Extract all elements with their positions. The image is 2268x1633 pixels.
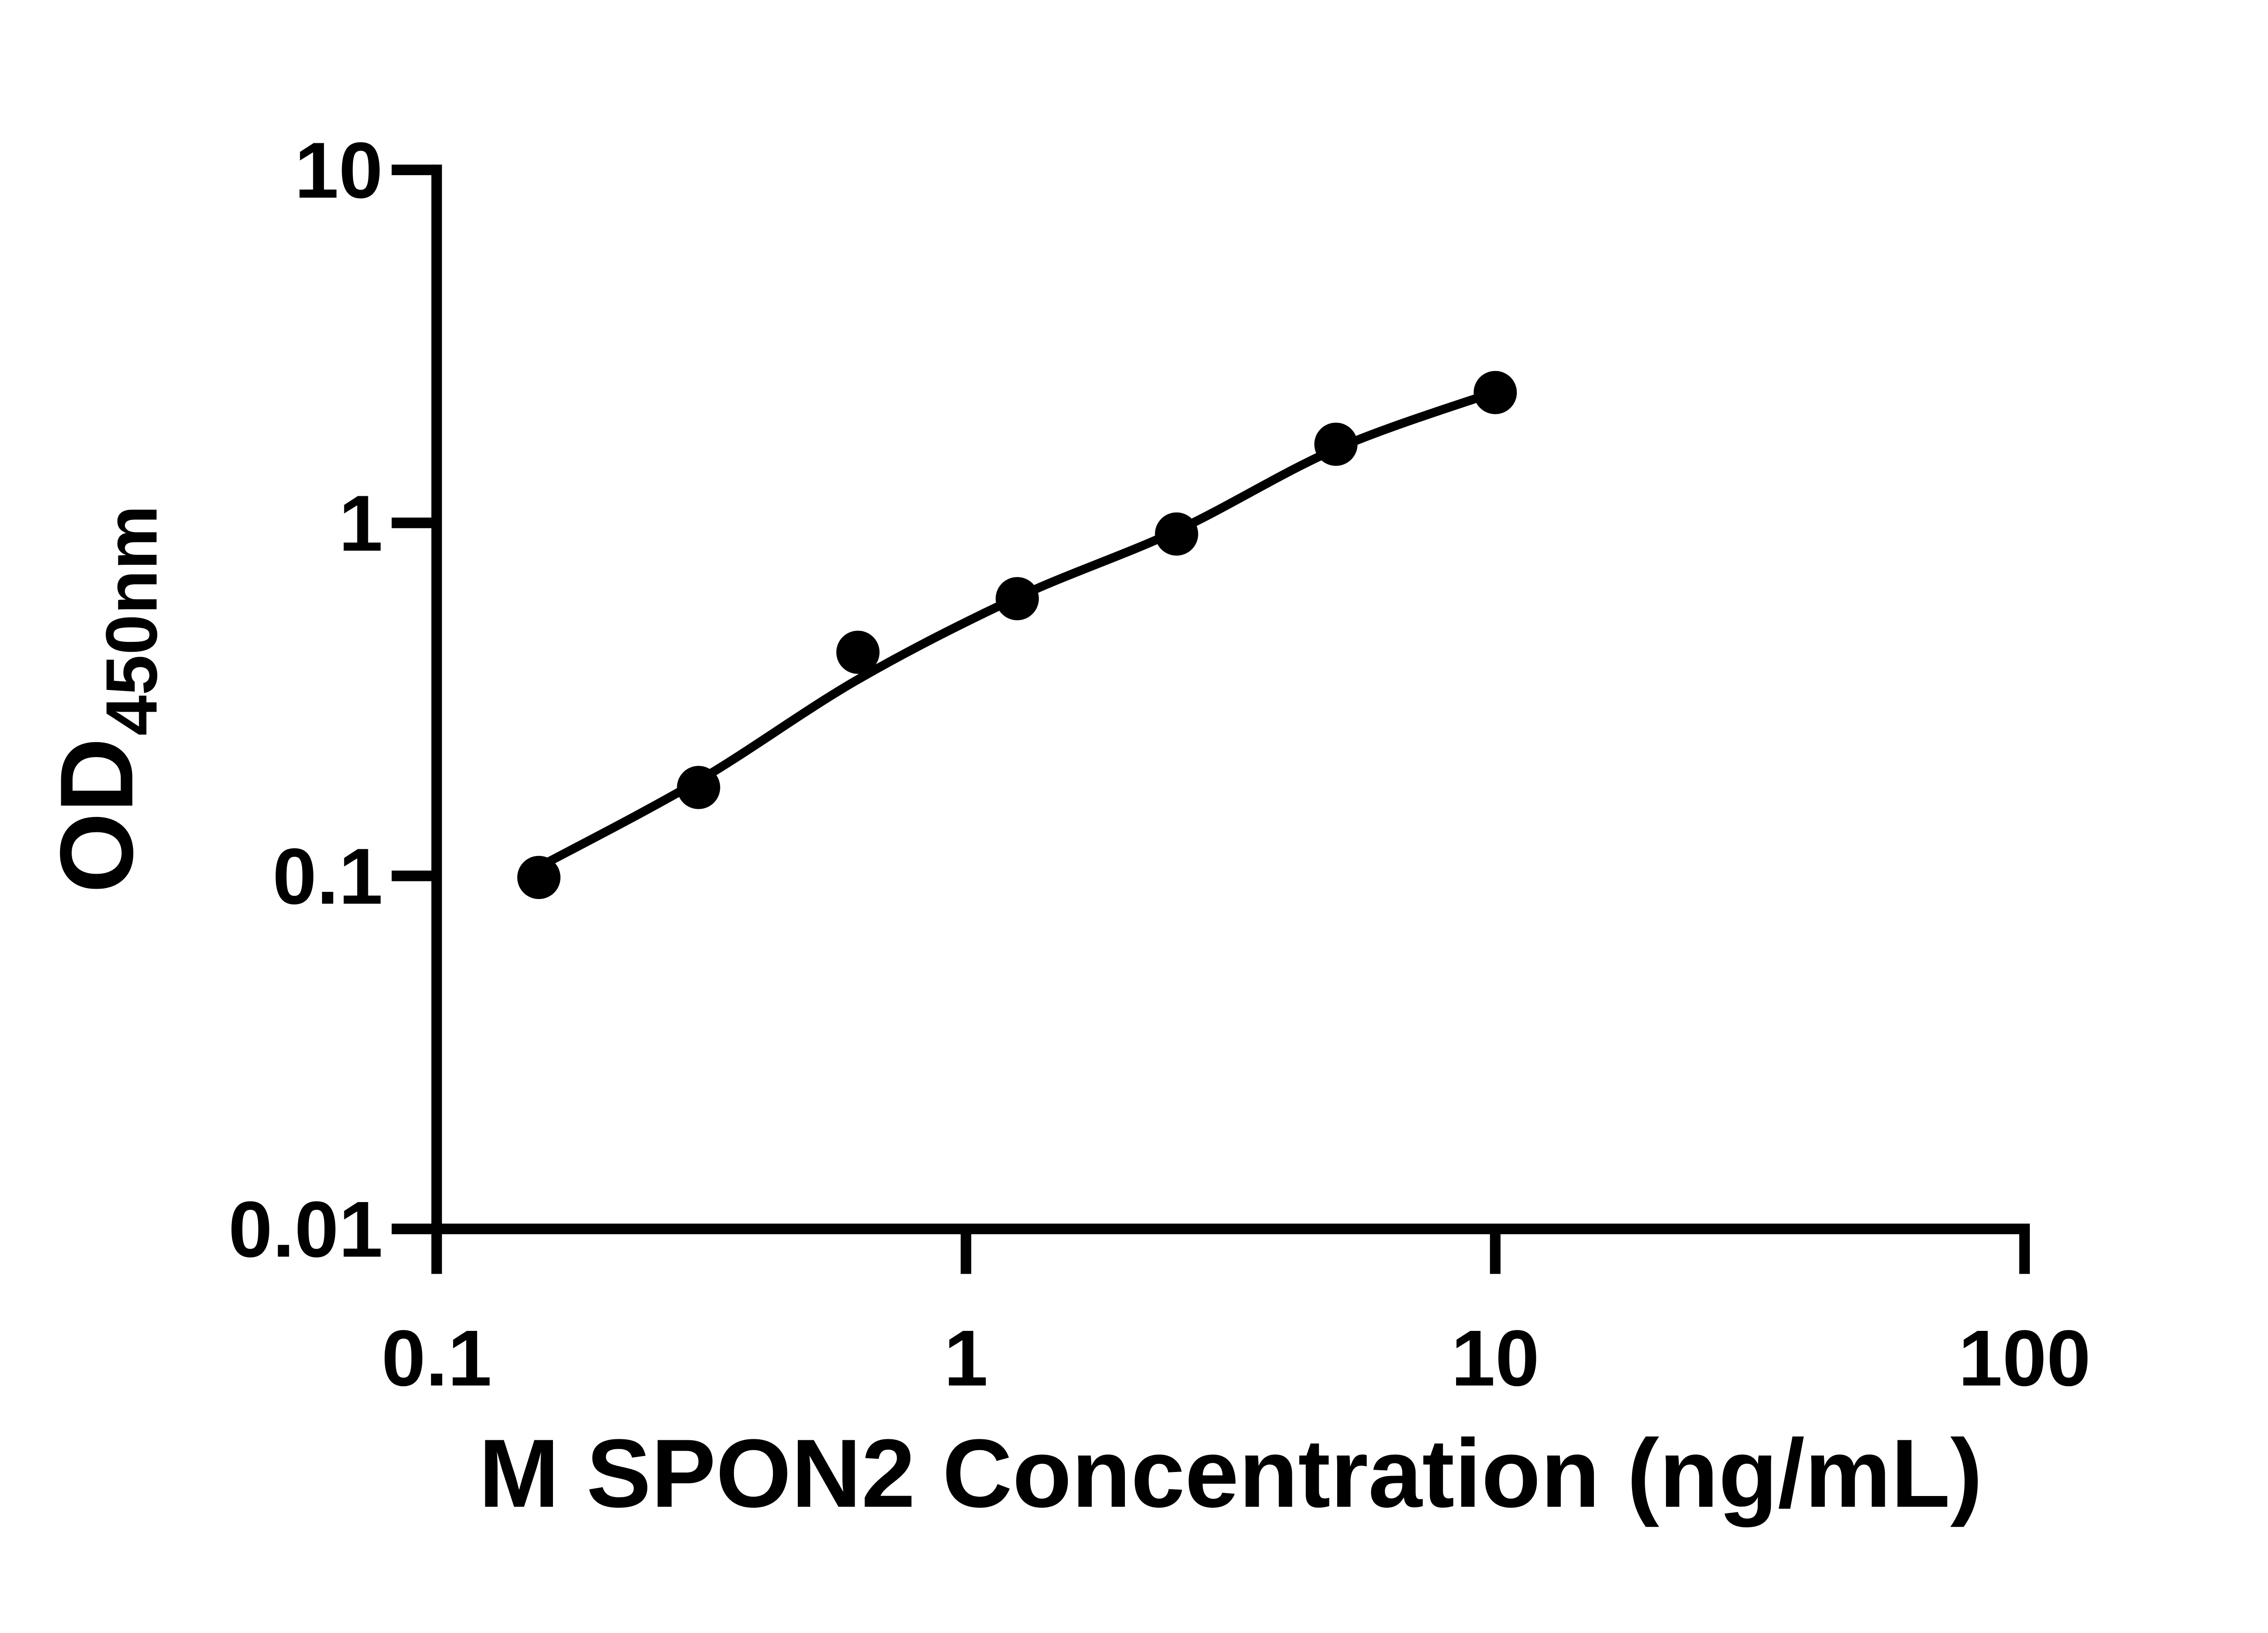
x-tick-label: 10 [1451,1314,1540,1403]
data-point-marker [517,856,561,900]
x-tick-label: 0.1 [381,1314,492,1403]
data-point-marker [995,577,1039,621]
y-axis-title: OD 450nm [39,505,172,893]
data-points [517,371,1517,900]
data-point-marker [677,766,720,809]
y-tick-label: 0.1 [273,832,383,921]
data-point-marker [1473,371,1517,414]
x-axis-title: M SPON2 Concentration (ng/mL) [479,1419,1983,1528]
data-point-marker [1155,512,1198,556]
data-point-marker [1314,422,1358,466]
y-tick-label: 10 [294,127,383,215]
y-tick-label: 0.01 [228,1185,383,1274]
x-axis: 0.1 1 10 100 [381,1223,2091,1403]
y-tick-label: 1 [339,479,383,568]
y-axis-title-main: OD [39,738,155,893]
x-tick-label: 1 [944,1314,988,1403]
y-axis-ticks: 0.01 0.1 1 10 [228,127,437,1274]
data-point-marker [836,631,880,674]
y-axis: 0.01 0.1 1 10 [228,127,442,1274]
x-tick-label: 100 [1958,1314,2091,1403]
x-axis-ticks: 0.1 1 10 100 [381,1229,2091,1403]
y-axis-title-subscript: 450nm [91,505,172,736]
